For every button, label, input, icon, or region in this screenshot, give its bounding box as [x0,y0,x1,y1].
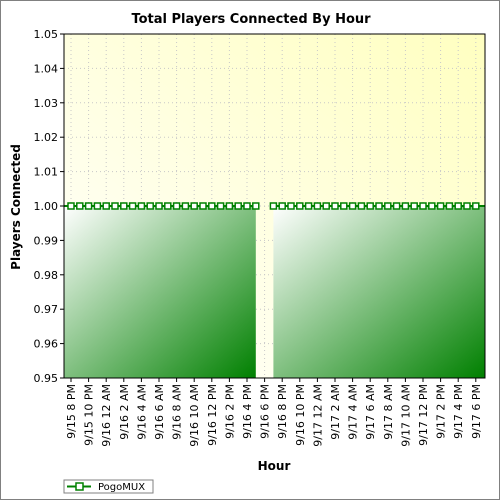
data-point [208,202,216,210]
data-point [401,202,410,210]
x-tick-label: 9/16 2 AM [118,384,131,440]
legend-swatch-marker [75,482,84,491]
data-point [155,202,163,210]
data-point [454,202,462,210]
data-point [190,202,198,210]
data-point [146,202,154,210]
data-point [296,202,304,210]
x-tick-label: 9/16 10 PM [294,384,307,446]
x-tick-label: 9/16 6 AM [153,384,166,440]
x-tick-label: 9/16 4 PM [241,384,254,439]
chart-title: Total Players Connected By Hour [131,12,371,27]
data-point [269,202,278,210]
data-point [428,202,436,210]
data-point [340,202,348,210]
data-point [445,202,454,210]
data-point [67,202,75,210]
x-tick-label: 9/15 8 PM [65,384,78,439]
x-tick-label: 9/17 6 PM [470,384,483,439]
x-tick-label: 9/16 4 AM [135,384,148,440]
y-tick-label: 0.95 [34,372,59,385]
x-tick-label: 9/16 12 PM [206,384,219,446]
data-point [164,202,172,210]
data-point [357,202,366,210]
x-axis-title: Hour [258,459,291,473]
point-layer [67,202,480,210]
legend: PogoMUX [63,479,154,494]
data-point [234,202,242,210]
x-axis: 9/15 8 PM 9/15 10 PM 9/16 12 AM 9/16 2 AM 9/… [65,378,483,447]
data-point [278,202,286,210]
y-tick-label: 0.99 [34,234,59,247]
x-tick-label: 9/16 12 AM [100,384,113,447]
data-point [384,202,392,210]
data-point [436,202,445,210]
x-tick-label: 9/17 4 AM [347,384,360,440]
x-tick-label: 9/16 8 AM [171,384,184,440]
x-tick-label: 9/16 10 AM [188,384,201,447]
y-tick-label: 1.01 [34,166,59,179]
data-point [216,202,225,210]
data-point [111,202,119,210]
data-point [366,202,374,210]
y-axis: 0.95 0.96 0.97 0.98 0.99 1.00 1.01 1.02 1.03 1.04… [34,28,64,385]
data-point [120,202,128,210]
data-point [243,202,251,210]
x-tick-label: 9/15 10 PM [83,384,96,446]
data-point [322,202,330,210]
x-tick-label: 9/17 12 AM [311,384,324,447]
data-point [331,202,339,210]
x-tick-label: 9/17 10 AM [399,384,412,447]
x-tick-label: 9/17 4 PM [452,384,465,439]
data-point [102,202,110,210]
data-point [419,202,427,210]
data-point [410,202,418,210]
y-tick-label: 1.00 [34,200,59,213]
data-point [287,202,295,210]
x-tick-label: 9/16 8 PM [276,384,289,439]
data-point [472,202,480,210]
x-tick-label: 9/17 12 PM [417,384,430,446]
data-point [137,202,146,210]
y-tick-label: 0.96 [34,338,59,351]
legend-label: PogoMUX [98,482,145,493]
y-tick-label: 1.04 [34,62,59,75]
data-point [252,202,260,210]
data-point [199,202,207,210]
data-point [313,202,322,210]
y-tick-label: 1.03 [34,97,59,110]
y-tick-label: 0.97 [34,303,59,316]
x-tick-label: 9/17 6 AM [364,384,377,440]
data-point [348,202,357,210]
x-tick-label: 9/16 6 PM [259,384,272,439]
data-point [84,202,93,210]
data-point [392,202,401,210]
data-point [128,202,137,210]
data-point [172,202,181,210]
x-tick-label: 9/17 2 PM [435,384,448,439]
x-tick-label: 9/17 8 AM [382,384,395,440]
area-layer [64,206,485,378]
series-area [64,206,256,378]
data-point [225,202,234,210]
data-point [76,202,84,210]
legend-box [63,479,154,494]
y-tick-label: 1.02 [34,131,59,144]
x-tick-label: 9/17 2 AM [329,384,342,440]
data-point [181,202,190,210]
y-tick-label: 0.98 [34,269,59,282]
series-area [273,206,485,378]
data-point [375,202,383,210]
x-tick-label: 9/16 2 PM [223,384,236,439]
y-axis-title: Players Connected [9,144,23,270]
data-point [93,202,102,210]
y-tick-label: 1.05 [34,28,59,41]
data-point [304,202,313,210]
data-point [463,202,471,210]
